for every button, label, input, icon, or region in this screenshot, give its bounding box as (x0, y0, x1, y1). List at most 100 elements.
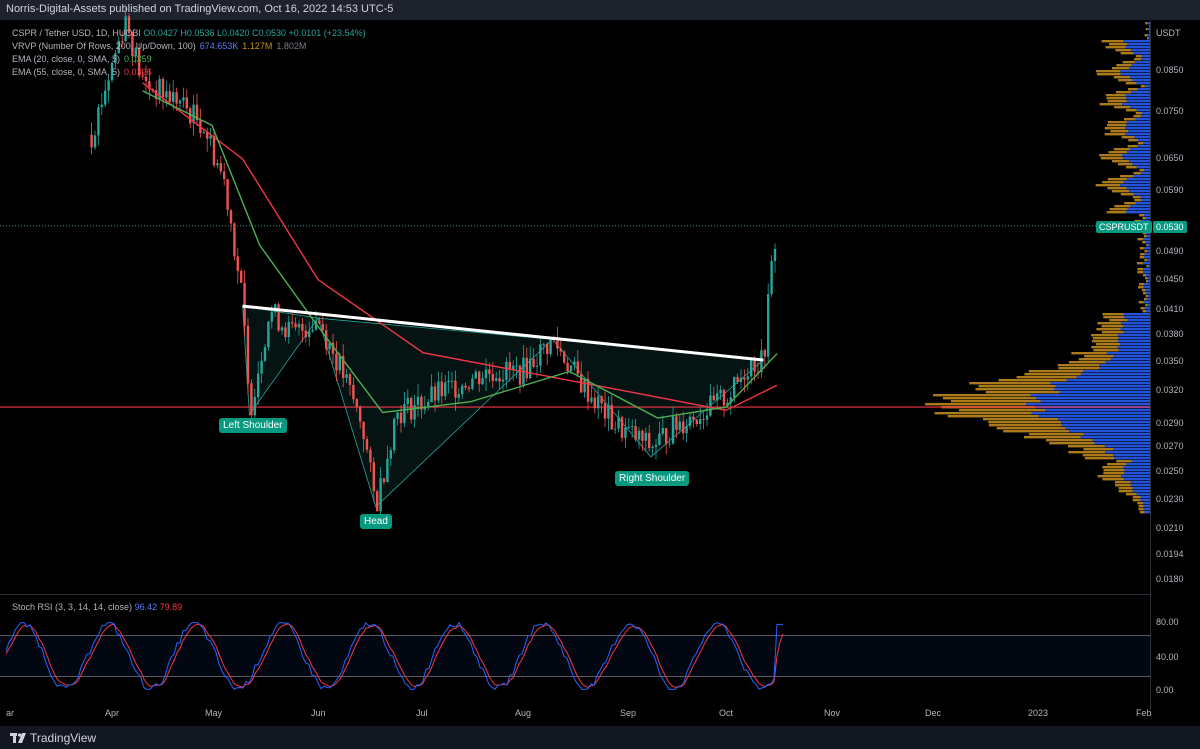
candle-body (420, 396, 423, 410)
vp-bar-down (1132, 496, 1141, 499)
candle-body (297, 323, 301, 328)
candle-body (345, 374, 348, 379)
vp-bar-up (1066, 379, 1150, 382)
candle-body (280, 327, 284, 331)
vp-bar-up (1136, 493, 1150, 496)
price-scale[interactable] (1150, 20, 1200, 710)
vp-bar-up (1126, 100, 1150, 103)
currency-label: USDT (1156, 28, 1181, 38)
vp-bar-down (1135, 55, 1143, 58)
vp-bar-up (1113, 448, 1150, 451)
vp-bar-down (1115, 49, 1131, 52)
vp-bar-up (1122, 157, 1150, 160)
symbol-label[interactable]: CSPR / Tether USD, 1D, HUOBI (12, 28, 141, 38)
vp-bar-up (1055, 385, 1150, 388)
vp-bar-down (1128, 139, 1139, 142)
vp-bar-down (947, 415, 1039, 418)
price-label: 0.0194 (1156, 549, 1184, 560)
candle-body (318, 320, 321, 324)
candle-body (311, 329, 314, 332)
vp-bar-up (1140, 499, 1150, 502)
vp-bar-up (1145, 241, 1150, 244)
candle-body (229, 209, 233, 224)
vp-bar-down (988, 421, 1062, 424)
time-axis[interactable] (0, 700, 1150, 722)
vp-bar-up (1110, 358, 1150, 361)
vp-bar-up (1146, 298, 1150, 301)
vp-bar-up (1147, 295, 1150, 298)
candle-body (172, 92, 175, 102)
candle-body (104, 90, 107, 105)
vp-bar-up (1126, 121, 1150, 124)
ema20-label[interactable]: EMA (20, close, 0, SMA, 5) (12, 54, 121, 64)
last-price-tag: 0.0530 (1153, 221, 1187, 233)
price-label: 0.0750 (1156, 106, 1184, 117)
candle-body (246, 325, 250, 384)
candle-body (389, 450, 392, 459)
candle-body (131, 33, 134, 57)
time-label-nov: Nov (824, 708, 841, 718)
vp-bar-up (1125, 46, 1150, 49)
candle-body (627, 426, 630, 428)
vp-bar-up (1140, 496, 1150, 499)
vrvp-label[interactable]: VRVP (Number Of Rows, 200, Up/Down, 100) (12, 41, 196, 51)
vp-bar-down (1120, 193, 1134, 196)
candle-body (586, 378, 590, 402)
candle-body (750, 359, 753, 377)
vp-bar-up (1061, 421, 1150, 424)
vp-bar-up (1147, 28, 1150, 31)
candle-body (372, 462, 375, 492)
candle-body (668, 443, 671, 445)
vp-bar-down (1114, 205, 1131, 208)
pane-divider[interactable] (0, 594, 1150, 595)
candle-body (413, 404, 416, 420)
vp-bar-down (1120, 52, 1134, 55)
vp-bar-up (1144, 214, 1150, 217)
vp-bar-up (1143, 505, 1150, 508)
vp-bar-up (1126, 97, 1150, 100)
candle-body (607, 404, 610, 419)
vp-bar-up (1113, 355, 1150, 358)
candle-body (365, 439, 369, 450)
candle-body (542, 343, 545, 345)
vp-bar-up (1044, 409, 1150, 412)
vp-bar-down (1143, 298, 1147, 301)
vp-bar-down (1120, 175, 1134, 178)
tradingview-brand[interactable]: TradingView (10, 731, 96, 745)
vp-bar-up (1123, 313, 1150, 316)
vp-bar-up (1123, 40, 1150, 43)
vp-bar-down (1117, 163, 1133, 166)
vp-bar-down (943, 397, 1037, 400)
vp-bar-up (1146, 259, 1150, 262)
vp-bar-down (969, 382, 1051, 385)
candle-body (661, 428, 664, 434)
candle-body (753, 359, 756, 372)
vp-bar-down (1127, 88, 1138, 91)
price-label: 0.0250 (1156, 466, 1184, 477)
vp-bar-up (1147, 244, 1150, 247)
vp-bar-down (1097, 322, 1122, 325)
vp-bar-up (1122, 154, 1150, 157)
candle-body (168, 91, 171, 102)
candle-body (569, 365, 573, 371)
ema55-label[interactable]: EMA (55, close, 0, SMA, 5) (12, 67, 121, 77)
candle-body (348, 374, 352, 385)
vp-bar-up (1124, 472, 1150, 475)
time-label-feb: Feb (1136, 708, 1152, 718)
vp-bar-up (1143, 142, 1150, 145)
vp-bar-down (1139, 511, 1145, 514)
stoch-label[interactable]: Stoch RSI (3, 3, 14, 14, close) (12, 602, 133, 612)
candle-body (260, 360, 263, 374)
vp-bar-up (1147, 34, 1150, 37)
vp-bar-down (1096, 343, 1121, 346)
ohlc-values: O0.0427 H0.0536 L0.0420 C0.0530 +0.0101 … (143, 28, 366, 38)
head-label: Head (360, 514, 392, 529)
vp-bar-up (1147, 304, 1150, 307)
candle-body (722, 389, 726, 406)
candle-body (501, 379, 505, 382)
candle-body (206, 132, 209, 139)
vp-bar-up (1147, 22, 1150, 25)
left-shoulder-label: Left Shoulder (219, 418, 287, 433)
candle-body (294, 323, 297, 328)
